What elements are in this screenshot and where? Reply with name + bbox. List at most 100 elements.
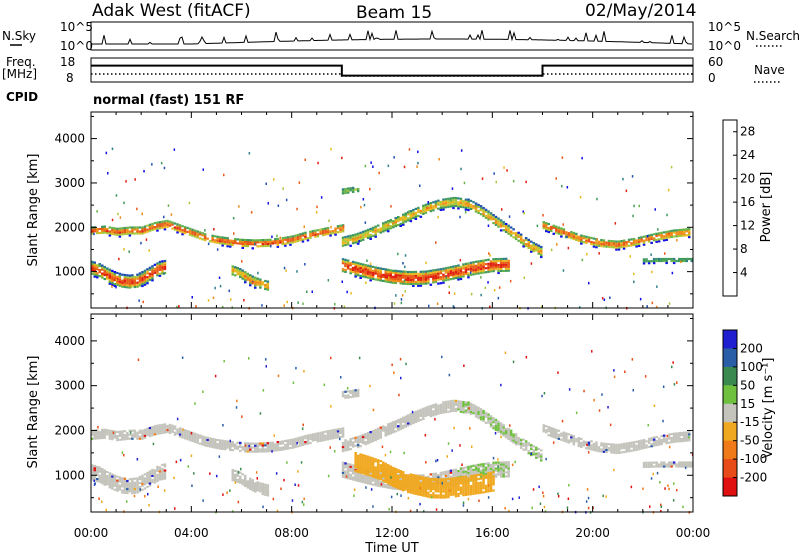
velocity-cell	[384, 426, 387, 429]
velocity-cell	[261, 487, 265, 490]
power-cell	[492, 222, 495, 225]
power-cell	[231, 243, 234, 246]
power-cell	[266, 242, 270, 245]
velocity-cell	[382, 471, 385, 474]
velocity-cell	[144, 495, 146, 498]
velocity-cell	[690, 463, 693, 466]
power-cell	[630, 242, 633, 245]
velocity-cell	[474, 492, 478, 495]
velocity-cell	[532, 453, 535, 456]
velocity-cell	[512, 360, 515, 364]
velocity-cell	[424, 484, 428, 488]
velocity-cell	[394, 477, 397, 481]
power-cell	[351, 262, 355, 265]
velocity-cell	[196, 439, 199, 442]
power-cell	[359, 231, 362, 234]
power-cell	[276, 245, 280, 248]
power-cell	[259, 282, 262, 285]
velocity-cell	[642, 438, 646, 442]
power-cell	[540, 255, 543, 259]
velocity-cell	[469, 402, 473, 405]
velocity-cell	[469, 485, 473, 488]
power-cell	[266, 286, 270, 289]
velocity-cell	[489, 425, 493, 428]
power-cell	[439, 268, 443, 271]
power-cell	[126, 282, 129, 285]
x-tick-label: 16:00	[475, 526, 510, 540]
power-cell	[161, 222, 164, 225]
velocity-cell	[244, 448, 247, 451]
velocity-cell	[409, 413, 413, 416]
power-cell	[125, 180, 127, 183]
power-cell	[349, 244, 352, 247]
power-cell	[366, 228, 370, 231]
power-cell	[246, 274, 249, 277]
velocity-cell	[479, 473, 483, 476]
velocity-cell	[543, 392, 546, 395]
power-cell	[111, 275, 114, 278]
nave-axis-label: Nave	[754, 63, 785, 77]
power-cell	[284, 242, 287, 245]
power-cell	[211, 234, 214, 237]
power-cell	[489, 214, 493, 217]
velocity-cell	[550, 431, 553, 434]
power-cell	[354, 188, 357, 191]
velocity-cell	[462, 470, 465, 474]
velocity-cell	[562, 437, 566, 440]
velocity-cell	[244, 450, 247, 453]
velocity-cell	[402, 485, 405, 488]
velocity-cell	[354, 477, 357, 480]
velocity-cell	[467, 475, 470, 479]
velocity-cell	[497, 430, 500, 433]
power-cell	[419, 278, 423, 281]
velocity-cell	[540, 453, 543, 456]
velocity-cell	[673, 482, 675, 485]
power-cell	[376, 270, 380, 274]
velocity-cell	[143, 432, 147, 435]
velocity-cell	[121, 479, 124, 482]
power-cell	[432, 277, 435, 280]
power-cell	[452, 206, 455, 210]
power-cell	[249, 276, 252, 279]
velocity-cell	[507, 475, 510, 478]
velocity-cell	[437, 494, 440, 497]
velocity-cell	[379, 470, 382, 473]
velocity-cell	[306, 434, 310, 437]
velocity-cell	[402, 487, 405, 490]
power-cell	[151, 267, 154, 270]
velocity-cell	[432, 474, 435, 478]
power-cell	[612, 246, 616, 249]
velocity-cell	[429, 409, 433, 412]
power-cell	[131, 278, 134, 281]
power-cell	[680, 230, 683, 233]
velocity-cell	[442, 478, 445, 481]
velocity-cell	[472, 410, 475, 413]
velocity-cell	[662, 463, 666, 466]
power-cell	[642, 235, 646, 238]
velocity-cell	[487, 421, 490, 424]
power-cell	[221, 244, 224, 247]
power-cell	[241, 269, 244, 272]
velocity-cell	[274, 447, 277, 450]
velocity-cell	[236, 472, 239, 475]
power-cell	[105, 151, 108, 155]
velocity-cell	[203, 440, 207, 443]
velocity-cell	[683, 435, 686, 438]
velocity-cell	[442, 490, 445, 493]
velocity-cell	[630, 441, 633, 444]
power-cell	[128, 232, 132, 235]
velocity-cell	[369, 464, 372, 467]
velocity-cell	[341, 461, 345, 464]
velocity-cell	[188, 432, 192, 436]
power-cell	[622, 241, 626, 244]
velocity-cell	[294, 439, 297, 442]
velocity-cell	[411, 410, 414, 414]
power-cell	[291, 237, 295, 240]
power-cell	[218, 240, 222, 243]
power-cell	[657, 234, 661, 237]
velocity-cell	[665, 463, 668, 466]
velocity-cell	[382, 479, 385, 482]
velocity-cell	[409, 491, 413, 494]
power-cell	[454, 276, 458, 280]
power-cell	[136, 226, 139, 229]
